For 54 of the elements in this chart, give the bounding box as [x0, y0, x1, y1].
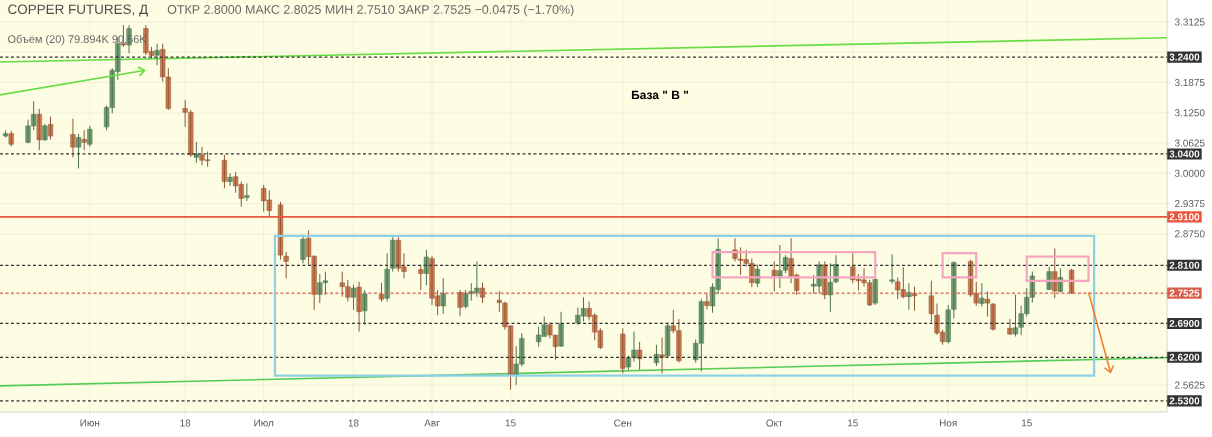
ref-line-label: 3.0400: [1169, 150, 1200, 158]
candlestick: [3, 129, 9, 138]
y-tick-label: 2.8750: [1175, 230, 1205, 238]
candlestick: [8, 130, 14, 148]
candlestick: [620, 327, 626, 374]
candlestick: [87, 125, 93, 148]
candlestick: [423, 249, 430, 286]
ref-line-label: 2.7525: [1169, 289, 1200, 297]
candlestick: [637, 341, 643, 371]
x-tick-label: Июл: [254, 419, 274, 427]
chart-title: COPPER FUTURES, Д: [8, 4, 148, 17]
y-tick-label: 3.0625: [1174, 139, 1205, 147]
ref-line-label: 2.9100: [1169, 213, 1200, 221]
ref-line-label: 2.6900: [1169, 319, 1200, 327]
candlestick: [872, 277, 878, 306]
candlestick: [479, 282, 486, 304]
x-tick-label: Окт: [766, 419, 783, 427]
candlestick: [221, 154, 228, 189]
y-tick-label: 3.1250: [1174, 109, 1205, 117]
x-tick-label: Ноя: [939, 419, 957, 427]
candlestick: [928, 280, 934, 323]
candlestick: [463, 289, 469, 309]
ref-line-label: 2.6200: [1169, 353, 1200, 361]
ref-line-label: 2.5300: [1169, 397, 1200, 405]
y-tick-label: 2.9375: [1175, 200, 1205, 208]
ref-line-label: 2.8100: [1169, 261, 1200, 269]
x-tick-label: 15: [1021, 419, 1032, 427]
y-tick-label: 3.0000: [1174, 169, 1205, 177]
x-tick-label: 15: [848, 419, 858, 427]
annotation: База " В ": [631, 90, 689, 100]
candlestick: [889, 253, 895, 285]
candlestick: [81, 129, 87, 151]
x-tick-label: 15: [505, 419, 516, 427]
candlestick: [350, 284, 357, 311]
candlestick: [659, 336, 665, 374]
candlestick: [665, 321, 671, 358]
x-tick-label: Июн: [80, 419, 100, 427]
candlestick: [244, 182, 250, 202]
candlestick: [36, 108, 42, 151]
x-tick-label: Сен: [614, 419, 632, 427]
annotation: ОТКР 2.8000 МАКС 2.8025 МИН 2.7510 ЗАКР 2.7525 −0.0475 (−1.70%): [167, 4, 574, 17]
candlestick: [440, 277, 446, 315]
y-tick-label: 3.1875: [1174, 79, 1205, 87]
candlestick: [362, 289, 368, 326]
candlestick: [75, 133, 82, 169]
candlestick: [771, 260, 777, 292]
x-tick-label: Авг: [424, 419, 440, 427]
x-tick-label: 18: [348, 419, 359, 427]
y-tick-label: 3.3125: [1174, 18, 1205, 26]
y-tick-label: 2.5625: [1175, 381, 1205, 389]
candlestick: [653, 344, 660, 367]
x-tick-label: 18: [180, 419, 191, 427]
ref-line-label: 3.2400: [1169, 53, 1200, 61]
candlestick: [47, 116, 54, 140]
